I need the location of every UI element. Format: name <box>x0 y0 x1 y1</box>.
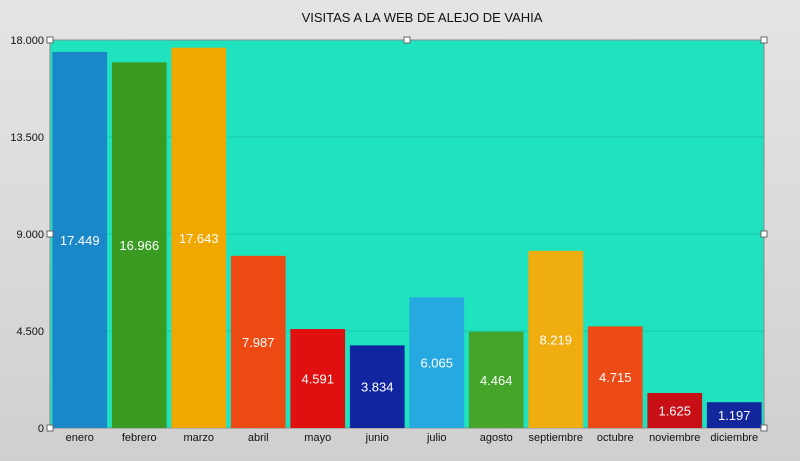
bar-diciembre <box>706 402 762 428</box>
x-tick-label: junio <box>365 432 389 444</box>
bar-enero <box>52 51 108 429</box>
bar-value-label: 8.219 <box>539 332 572 347</box>
y-tick-label: 18.000 <box>10 35 44 47</box>
x-tick-label: febrero <box>122 432 157 444</box>
bar-value-label: 1.625 <box>658 403 691 418</box>
bar-septiembre <box>528 250 584 428</box>
y-axis: 0 4.500 9.000 13.500 18.000 <box>10 35 44 435</box>
bars-group: 17.449 16.966 17.643 7.987 4.591 3.834 6.065 4.… <box>52 47 762 429</box>
x-tick-label: mayo <box>304 432 331 444</box>
resize-handle[interactable] <box>46 36 54 44</box>
y-tick-label: 13.500 <box>10 132 44 144</box>
bar-marzo <box>171 47 227 428</box>
bar-abril <box>230 255 286 428</box>
chart-title: VISITAS A LA WEB DE ALEJO DE VAHIA <box>302 10 543 25</box>
bar-value-label: 4.464 <box>480 373 513 388</box>
x-tick-label: marzo <box>183 432 214 444</box>
resize-handle[interactable] <box>46 424 54 432</box>
y-tick-label: 0 <box>38 423 44 435</box>
bar-value-label: 17.643 <box>179 231 219 246</box>
x-tick-label: diciembre <box>710 432 758 444</box>
resize-handle[interactable] <box>760 36 768 44</box>
bar-value-label: 7.987 <box>242 335 275 350</box>
bar-value-label: 1.197 <box>718 408 751 423</box>
bar-agosto <box>468 331 524 428</box>
resize-handle[interactable] <box>760 230 768 238</box>
bar-value-label: 16.966 <box>119 238 159 253</box>
x-tick-label: noviembre <box>649 432 700 444</box>
bar-value-label: 4.715 <box>599 370 632 385</box>
bar-value-label: 4.591 <box>301 372 334 387</box>
bar-julio <box>409 297 465 428</box>
bar-febrero <box>111 62 167 428</box>
bar-noviembre <box>647 392 703 428</box>
selection-handles <box>46 36 768 432</box>
resize-handle[interactable] <box>403 36 411 44</box>
gridlines <box>50 136 764 332</box>
bar-mayo <box>290 329 346 428</box>
bar-value-label: 3.834 <box>361 380 394 395</box>
bar-octubre <box>587 326 643 428</box>
x-tick-label: agosto <box>480 432 513 444</box>
x-tick-label: octubre <box>597 432 634 444</box>
y-tick-label: 4.500 <box>16 326 44 338</box>
x-tick-label: enero <box>66 432 94 444</box>
x-tick-label: abril <box>248 432 269 444</box>
x-tick-label: julio <box>426 432 447 444</box>
resize-handle[interactable] <box>46 230 54 238</box>
x-tick-label: septiembre <box>529 432 583 444</box>
bar-value-label: 17.449 <box>60 233 100 248</box>
bar-value-label: 6.065 <box>420 356 453 371</box>
resize-handle[interactable] <box>760 424 768 432</box>
x-axis: enero febrero marzo abril mayo junio julio agos… <box>66 432 758 444</box>
bar-junio <box>349 345 405 428</box>
y-tick-label: 9.000 <box>16 229 44 241</box>
